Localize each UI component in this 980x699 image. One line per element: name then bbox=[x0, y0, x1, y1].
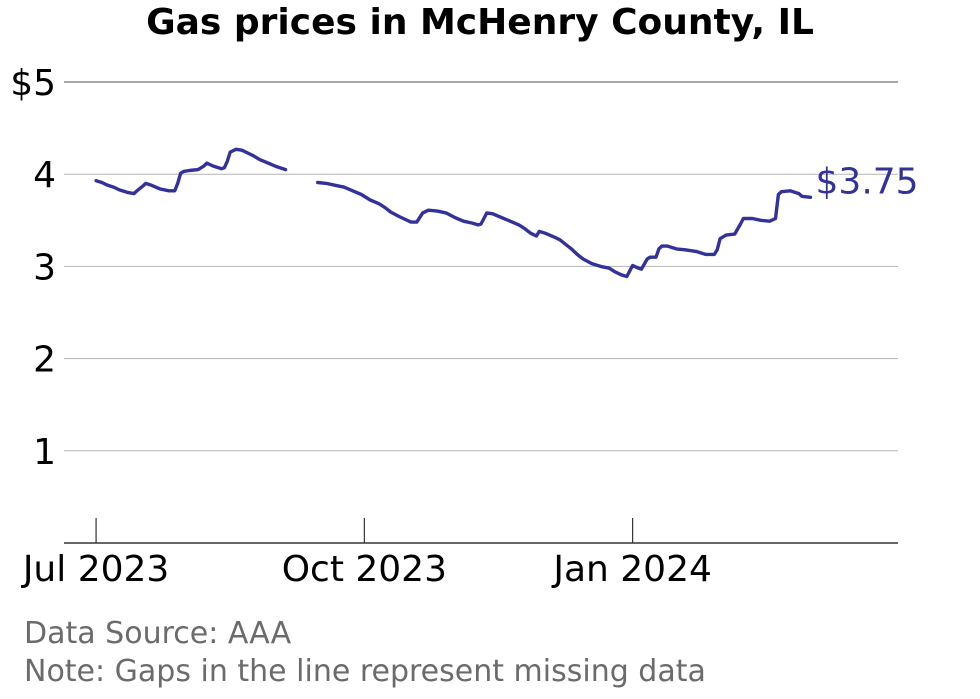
x-tick-label: Jul 2023 bbox=[21, 549, 170, 590]
y-gridlines bbox=[64, 81, 898, 452]
y-tick-label: 2 bbox=[33, 340, 56, 381]
latest-price-label: $3.75 bbox=[816, 161, 919, 202]
x-tick-label: Jan 2024 bbox=[551, 549, 712, 590]
data-source-note: Data Source: AAA bbox=[24, 616, 292, 651]
chart-title: Gas prices in McHenry County, IL bbox=[146, 2, 814, 43]
gaps-note: Note: Gaps in the line represent missing… bbox=[24, 654, 706, 689]
price-series bbox=[94, 147, 813, 279]
y-tick-label: 1 bbox=[33, 432, 56, 473]
x-axis-ticks: Jul 2023 Oct 2023 Jan 2024 bbox=[21, 518, 712, 590]
y-tick-label: $5 bbox=[10, 63, 56, 104]
y-tick-label: 4 bbox=[33, 155, 56, 196]
price-line-segment bbox=[94, 147, 288, 196]
price-line-segment bbox=[316, 180, 813, 279]
y-tick-label: 3 bbox=[33, 247, 56, 288]
y-axis-ticks: $5 4 3 2 1 bbox=[10, 63, 56, 473]
x-tick-label: Oct 2023 bbox=[282, 549, 447, 590]
